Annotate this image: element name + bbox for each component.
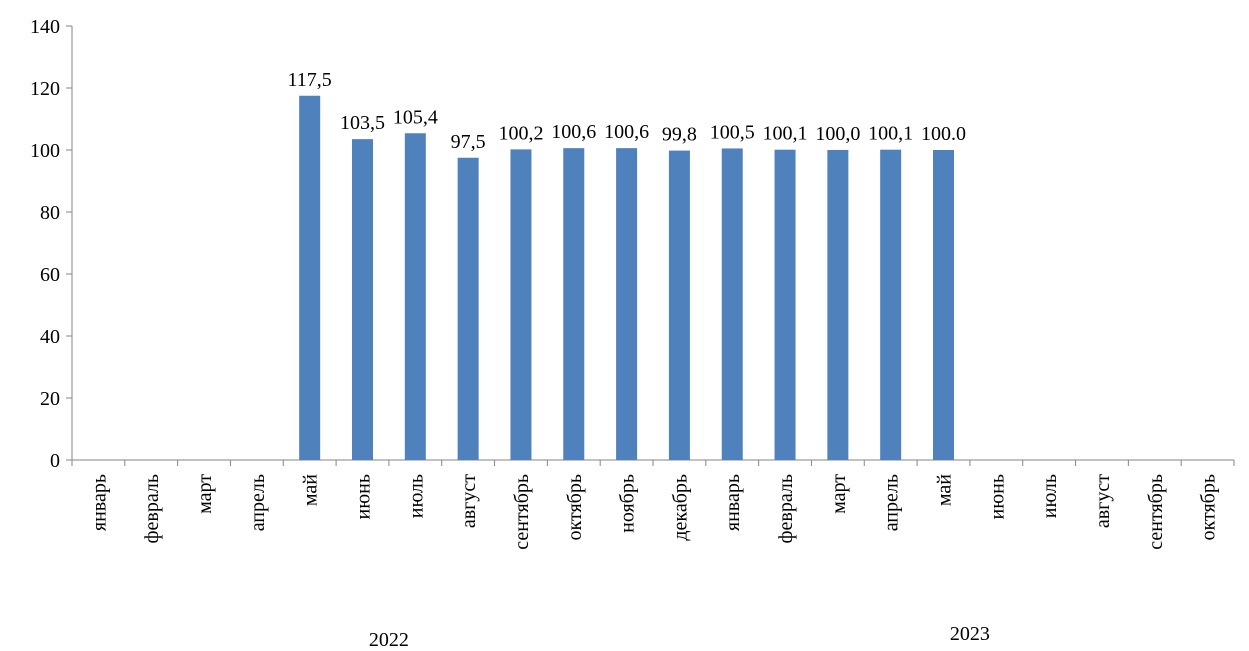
category-label: сентябрь (511, 474, 533, 550)
data-labels: 117,5 103,5 105,4 97,5 100,2 100,6 100,6 99,8 10… (288, 69, 966, 153)
category-label: ноябрь (617, 474, 639, 533)
category-label: октябрь (564, 474, 586, 540)
category-label: май (934, 474, 956, 506)
data-label: 100,0 (815, 123, 860, 145)
bar (668, 150, 690, 460)
bar (563, 148, 585, 460)
data-label: 100,1 (763, 123, 808, 145)
year-label: 2023 (950, 623, 990, 645)
data-label: 99,8 (662, 124, 697, 146)
category-label: апрель (247, 474, 269, 531)
data-label: 100,6 (604, 121, 649, 143)
y-tick-label: 40 (40, 326, 60, 348)
category-label: март (194, 474, 216, 514)
bar (457, 157, 479, 460)
category-label: декабрь (669, 474, 691, 541)
y-tick-label: 120 (30, 78, 60, 100)
y-axis: 0 20 40 60 80 100 120 140 (30, 16, 73, 472)
category-label: июнь (986, 474, 1008, 519)
bar (352, 139, 373, 460)
category-label: апрель (881, 474, 903, 531)
y-tick-label: 20 (40, 388, 60, 410)
data-label: 97,5 (451, 131, 486, 153)
y-tick-label: 0 (50, 450, 60, 472)
bar (510, 149, 532, 460)
category-label: февраль (775, 474, 797, 543)
bar (616, 148, 638, 460)
category-label: июль (1039, 474, 1061, 518)
bar (299, 95, 321, 460)
data-label: 100,6 (551, 121, 596, 143)
category-label: сентябрь (1145, 474, 1167, 550)
data-label: 100,2 (498, 122, 543, 144)
data-label: 100,5 (710, 121, 755, 143)
bar (880, 149, 902, 460)
category-labels: январь февраль март апрель май июнь июль август… (88, 474, 1219, 550)
category-label: июль (405, 474, 427, 518)
data-label: 100,1 (868, 123, 913, 145)
bar (404, 133, 426, 460)
category-label: июнь (353, 474, 375, 519)
y-tick-label: 60 (40, 264, 60, 286)
bar (933, 150, 954, 460)
y-tick-label: 80 (40, 202, 60, 224)
category-label: февраль (141, 474, 163, 543)
y-tick-label: 140 (30, 16, 60, 38)
x-axis (71, 459, 1235, 466)
data-label: 100.0 (921, 123, 966, 145)
bar (774, 149, 796, 460)
category-label: август (1092, 474, 1114, 528)
category-label: январь (88, 474, 110, 531)
category-label: октябрь (1198, 474, 1220, 540)
data-label: 103,5 (340, 112, 385, 134)
bar (721, 148, 743, 460)
year-group-labels: 2022 2023 (369, 623, 990, 651)
category-label: май (300, 474, 322, 506)
bars (299, 95, 954, 460)
bar (827, 150, 849, 460)
category-label: август (458, 474, 480, 528)
data-label: 117,5 (288, 69, 332, 91)
category-label: март (828, 474, 850, 514)
data-label: 105,4 (393, 106, 438, 128)
y-tick-label: 100 (30, 140, 60, 162)
year-label: 2022 (369, 629, 409, 651)
category-label: январь (722, 474, 744, 531)
